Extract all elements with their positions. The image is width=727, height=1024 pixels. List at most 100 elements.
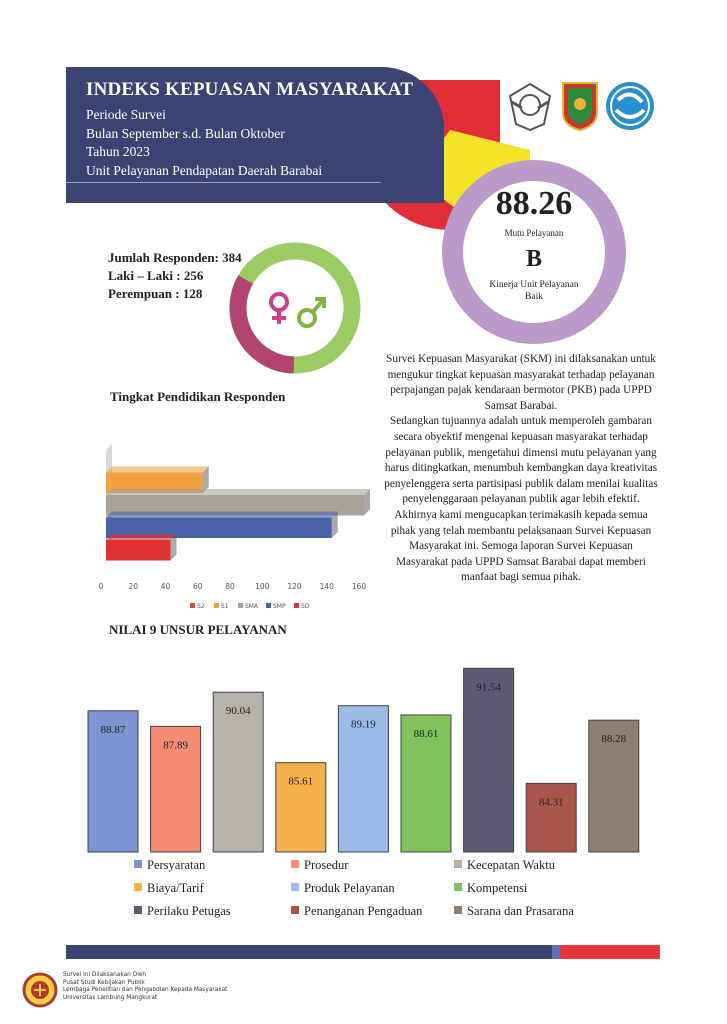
paragraph-3: Akhirnya kami mengucapkan terimakasih ke… [390, 508, 652, 584]
bar-side-sma [364, 489, 370, 516]
footer-credits: Survei ini Dilaksanakan Oleh Pusat Studi… [63, 972, 227, 1002]
legend-label-sma: SMA [245, 603, 259, 610]
bar-prosedur [150, 725, 202, 853]
x-tick-label: 60 [193, 582, 203, 591]
legend-label-sd: SD [301, 603, 310, 610]
bar-value-label: 89.19 [351, 719, 376, 731]
bar-sd [106, 540, 171, 561]
bar-sarana-dan-prasarana [588, 719, 640, 853]
x-tick-label: 0 [99, 582, 104, 591]
legend-swatch [454, 906, 462, 914]
legend-item-kecepatan-waktu: Kecepatan Waktu [454, 858, 555, 873]
header-banner: INDEKS KEPUASAN MASYARAKAT Periode Surve… [66, 67, 444, 203]
bar-kompetensi [400, 714, 452, 853]
female-symbol-icon [269, 292, 289, 324]
legend-label-smp: SMP [273, 603, 286, 610]
police-emblem-icon [508, 82, 552, 132]
legend-label: Prosedur [304, 858, 349, 872]
legend-label: Penanganan Pengaduan [304, 904, 423, 918]
bar-top-sma [106, 489, 370, 495]
bar-s1 [106, 472, 203, 493]
bar-perilaku-petugas [463, 667, 515, 853]
legend-swatch-sma [238, 603, 243, 608]
bar-sma [106, 495, 364, 516]
intro-paragraph: Survei Kepuasan Masyarakat (SKM) ini dil… [383, 352, 659, 586]
legend-swatch [454, 860, 462, 868]
legend-swatch-s2 [190, 603, 195, 608]
respondent-total: Jumlah Responden: 384 [108, 250, 242, 265]
bar-value-label: 88.87 [101, 724, 126, 736]
x-tick-label: 120 [287, 582, 302, 591]
legend-item-kompetensi: Kompetensi [454, 881, 527, 896]
legend-item-penanganan-pengaduan: Penanganan Pengaduan [291, 904, 422, 919]
bar-kecepatan-waktu [212, 691, 264, 853]
period-label: Periode Survei [86, 107, 166, 122]
bar-value-label: 84.31 [539, 796, 564, 808]
province-emblem-icon [562, 82, 598, 132]
university-logo-icon [22, 972, 58, 1008]
legend-label: Kecepatan Waktu [467, 858, 555, 872]
legend-swatch [291, 906, 299, 914]
bar-side-s1 [202, 466, 209, 493]
respondent-summary: Jumlah Responden: 384 Laki – Laki : 256 … [108, 249, 242, 303]
unit-name: Unit Pelayanan Pendapatan Daerah Barabai [86, 162, 323, 178]
legend-label: Persyaratan [147, 858, 206, 872]
performance-title: Kinerja Unit Pelayanan [489, 280, 579, 290]
legend-label: Biaya/Tarif [147, 881, 204, 895]
bar-side-smp [331, 511, 338, 538]
x-tick-label: 100 [255, 582, 270, 591]
respondent-female: Perempuan : 128 [108, 286, 203, 301]
legend-item-produk-pelayanan: Produk Pelayanan [291, 881, 395, 896]
legend-item-persyaratan: Persyaratan [134, 858, 205, 873]
footer-line-2: Pusat Studi Kebijakan Publik [63, 979, 145, 986]
bar-value-label: 88.61 [414, 728, 439, 740]
performance-value: Baik [525, 292, 543, 302]
bar-top-sd [106, 534, 177, 540]
score-value: 88.26 [495, 185, 573, 222]
footer-line-1: Survei ini Dilaksanakan Oleh [63, 972, 147, 978]
legend-item-perilaku-petugas: Perilaku Petugas [134, 904, 231, 919]
bar-smp [106, 517, 332, 538]
x-tick-label: 160 [352, 582, 367, 591]
bar-top-s1 [106, 466, 209, 473]
legend-swatch-smp [266, 603, 271, 608]
bar-value-label: 85.61 [288, 776, 313, 788]
education-chart-title: Tingkat Pendidikan Responden [110, 389, 286, 404]
score-label: Mutu Pelayanan [504, 228, 564, 238]
bar-persyaratan [87, 710, 139, 853]
x-tick-label: 40 [161, 582, 171, 591]
header-divider [66, 182, 381, 183]
logo-strip [500, 80, 660, 135]
bar-value-label: 88.28 [601, 733, 626, 745]
paragraph-2: Sedangkan tujuannya adalah untuk mempero… [384, 415, 658, 506]
legend-swatch [134, 906, 142, 914]
bar-top-smp [106, 511, 338, 518]
legend-item-biaya-tarif: Biaya/Tarif [134, 881, 204, 896]
service-chart-title: NILAI 9 UNSUR PELAYANAN [109, 622, 287, 637]
legend-label: Produk Pelayanan [304, 881, 395, 895]
service-elements-bar-chart: 88.87 87.89 90.04 85.61 89.19 88.61 91.54 84.31… [87, 667, 640, 853]
bar-side-sd [170, 534, 177, 561]
legend-swatch [291, 860, 299, 868]
legend-swatch [291, 883, 299, 891]
paragraph-1: Survei Kepuasan Masyarakat (SKM) ini dil… [386, 353, 656, 412]
legend-swatch [134, 883, 142, 891]
x-tick-label: 20 [128, 582, 138, 591]
legend-swatch-s1 [214, 603, 219, 608]
legend-swatch-sd [294, 603, 299, 608]
legend-label: Kompetensi [467, 881, 528, 895]
footer-line-3: Lembaga Penelitian dan Pengabdian Kepada… [63, 987, 228, 993]
legend-item-prosedur: Prosedur [291, 858, 348, 873]
education-bar-chart: 0 20 40 60 80 100 120 140 160 S2 S1 SMA SMP SD [99, 444, 370, 610]
bottom-color-bar [66, 945, 660, 959]
period-year: Tahun 2023 [86, 144, 150, 159]
legend-label: Perilaku Petugas [147, 904, 231, 918]
legend-swatch [454, 883, 462, 891]
bar-biaya-tarif [275, 762, 327, 853]
legend-label: Sarana dan Prasarana [467, 904, 574, 918]
period-range: Bulan September s.d. Bulan Oktober [86, 125, 285, 141]
bar-value-label: 91.54 [476, 681, 501, 693]
performance-label: Kinerja Unit Pelayanan Baik [470, 279, 598, 303]
bar-value-label: 90.04 [226, 705, 251, 717]
legend-item-sarana-dan-prasarana: Sarana dan Prasarana [454, 904, 574, 919]
